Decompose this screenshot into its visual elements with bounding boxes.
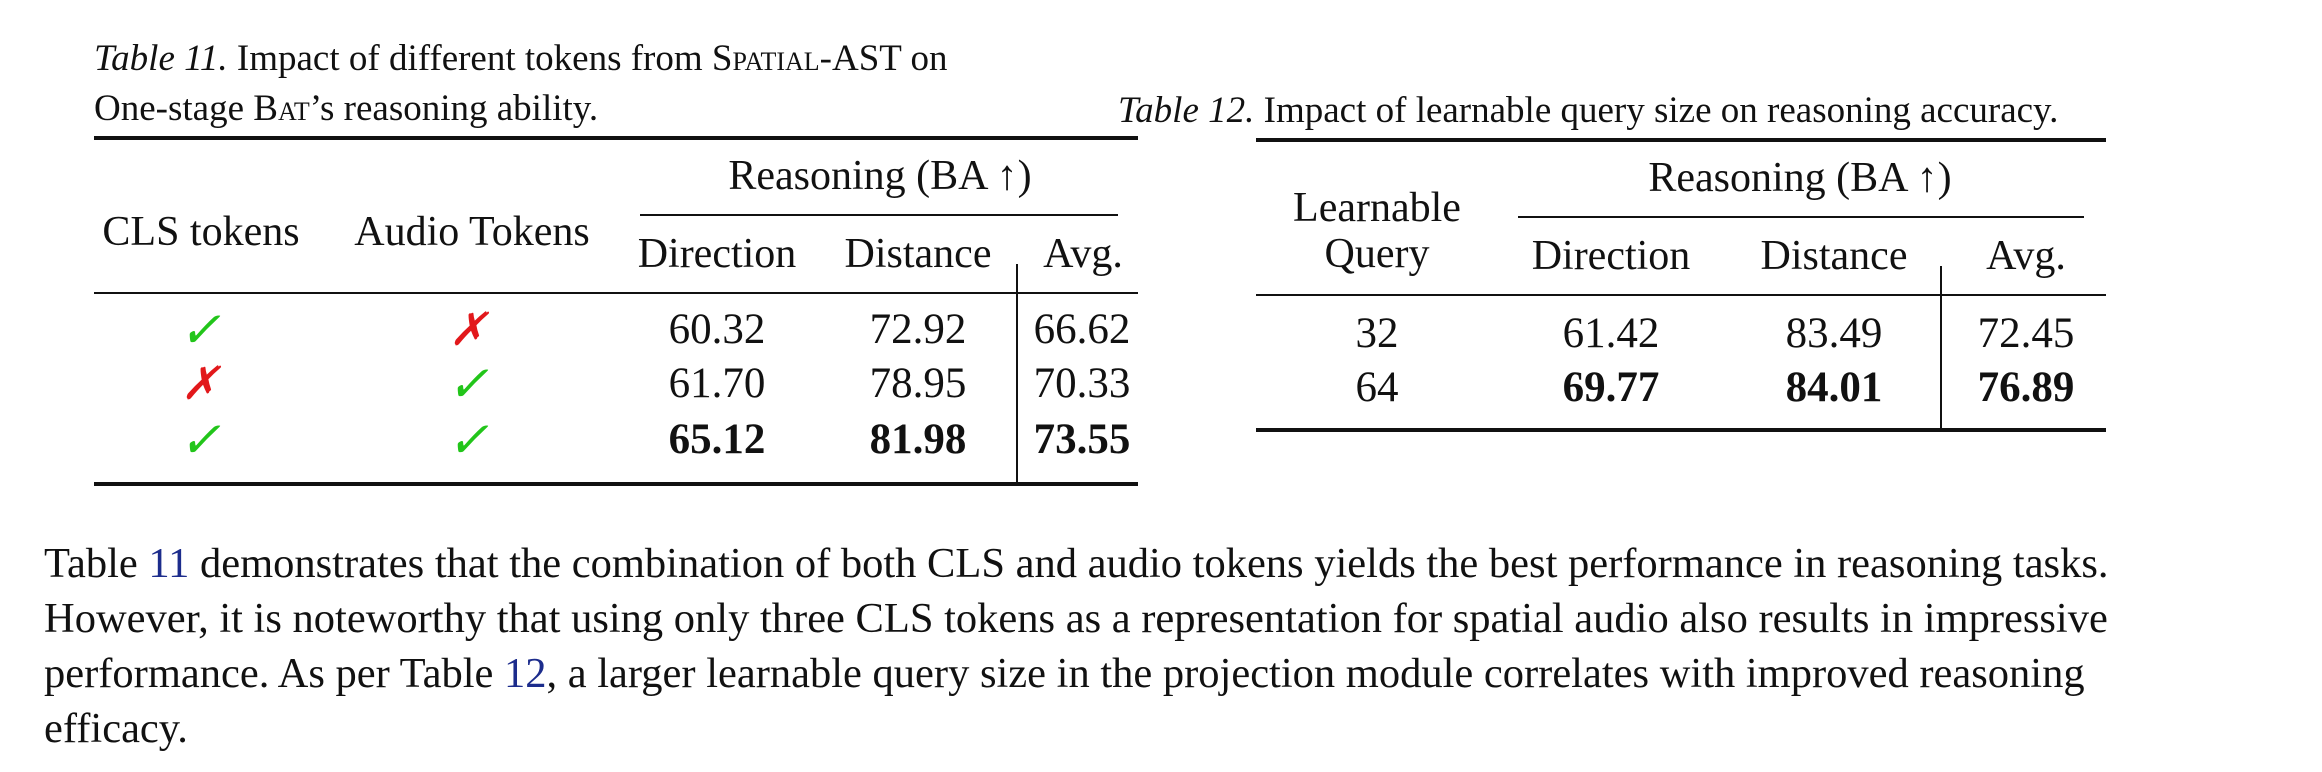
table11-caption-line2: One-stage Bat’s reasoning ability.	[94, 84, 598, 134]
table12-mid-rule	[1256, 294, 2106, 296]
table11-caption-spatial: Spatial	[711, 38, 820, 79]
table12-caption-text: Impact of learnable query size on reason…	[1263, 90, 2059, 131]
table11-header-cls: CLS tokens	[102, 209, 300, 255]
table11-row1-audio-cross: ✗	[448, 304, 488, 355]
paragraph-text: performance. As per Table	[44, 650, 494, 697]
table12-header-query-line1: Learnable	[1293, 185, 1461, 231]
table11-reference-link[interactable]: 11	[148, 540, 190, 587]
table11-header-avg: Avg.	[1043, 231, 1123, 277]
table12-row1-query: 32	[1355, 310, 1399, 357]
table12-header-query-line2: Query	[1324, 231, 1430, 277]
table11-row2-cls-cross: ✗	[180, 358, 220, 409]
table12-bottom-rule	[1256, 428, 2106, 432]
table12-row1-direction: 61.42	[1562, 310, 1660, 357]
paragraph-text: Table	[44, 540, 138, 587]
paragraph-line-2: However, it is noteworthy that using onl…	[44, 595, 2108, 642]
table12-avg-separator	[1940, 266, 1942, 430]
table11-row1-distance: 72.92	[869, 306, 967, 353]
table11-row3-cls-check: ✓	[179, 412, 221, 468]
table11-row2-direction: 61.70	[668, 360, 766, 407]
table11-avg-separator	[1016, 264, 1018, 484]
table11-header-distance: Distance	[844, 231, 992, 277]
table11-caption-text-1: Impact of different tokens from	[236, 38, 703, 79]
table12-row2-avg: 76.89	[1977, 364, 2075, 411]
table11-row3-distance: 81.98	[869, 416, 967, 463]
table11-header-direction: Direction	[637, 231, 797, 277]
table12-caption-label: Table 12.	[1118, 90, 1255, 131]
table12-group-rule	[1518, 216, 2084, 218]
paragraph-line-3: performance. As per Table 12, a larger l…	[44, 646, 2294, 701]
table11-row2-avg: 70.33	[1033, 360, 1131, 407]
table12-header-distance: Distance	[1760, 233, 1908, 279]
table12-row2-direction: 69.77	[1562, 364, 1660, 411]
table11-caption-label: Table 11.	[94, 38, 228, 79]
table11-row2-audio-check: ✓	[447, 356, 489, 412]
table12-row1-avg: 72.45	[1977, 310, 2075, 357]
table12-header-group: Reasoning (BA ↑)	[1648, 155, 1952, 201]
table11-row1-cls-check: ✓	[179, 302, 221, 358]
table11-group-rule	[640, 214, 1118, 216]
table11-caption-text-2: -AST on	[819, 38, 948, 79]
table12-row2-query: 64	[1355, 364, 1399, 411]
table11-header-audio: Audio Tokens	[354, 209, 590, 255]
body-paragraph: Table 11 demonstrates that the combinati…	[44, 536, 2294, 756]
table11-row2-distance: 78.95	[869, 360, 967, 407]
table12-header-direction: Direction	[1531, 233, 1691, 279]
table11-row3-direction: 65.12	[668, 416, 766, 463]
table11-header-group: Reasoning (BA ↑)	[728, 153, 1032, 199]
table12-reference-link[interactable]: 12	[504, 650, 547, 697]
table12-row2-distance: 84.01	[1785, 364, 1883, 411]
table11-top-rule	[94, 136, 1138, 140]
table12-top-rule	[1256, 138, 2106, 142]
table12-row1-distance: 83.49	[1785, 310, 1883, 357]
table11-caption: Table 11. Impact of different tokens fro…	[94, 34, 947, 84]
table12-caption: Table 12. Impact of learnable query size…	[1118, 86, 2058, 136]
paragraph-text: demonstrates that the combination of bot…	[199, 540, 2109, 587]
table11-row3-audio-check: ✓	[447, 412, 489, 468]
table11-mid-rule	[94, 292, 1138, 294]
paragraph-text: , a larger learnable query size in the p…	[546, 650, 2085, 697]
paragraph-line-4: efficacy.	[44, 705, 188, 752]
table12-header-avg: Avg.	[1986, 233, 2066, 279]
table11-caption-bat-b: B	[253, 88, 278, 129]
table11-bottom-rule	[94, 482, 1138, 486]
table11-caption-bat-sc: at	[277, 88, 310, 129]
table11-row3-avg: 73.55	[1033, 416, 1131, 463]
table11-caption-text-4: ’s reasoning ability.	[309, 88, 599, 129]
table11-caption-text-3: One-stage	[94, 88, 244, 129]
paragraph-line-1: Table 11 demonstrates that the combinati…	[44, 536, 2294, 591]
table11-row1-avg: 66.62	[1033, 306, 1131, 353]
table11-row1-direction: 60.32	[668, 306, 766, 353]
